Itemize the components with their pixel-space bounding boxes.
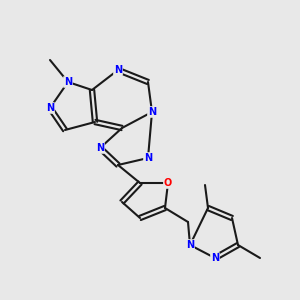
Text: N: N <box>211 253 219 263</box>
Text: N: N <box>64 77 72 87</box>
Text: N: N <box>148 107 156 117</box>
Text: N: N <box>186 240 194 250</box>
Text: N: N <box>114 65 122 75</box>
Text: N: N <box>96 143 104 153</box>
Text: O: O <box>164 178 172 188</box>
Text: N: N <box>46 103 54 113</box>
Text: N: N <box>144 153 152 163</box>
